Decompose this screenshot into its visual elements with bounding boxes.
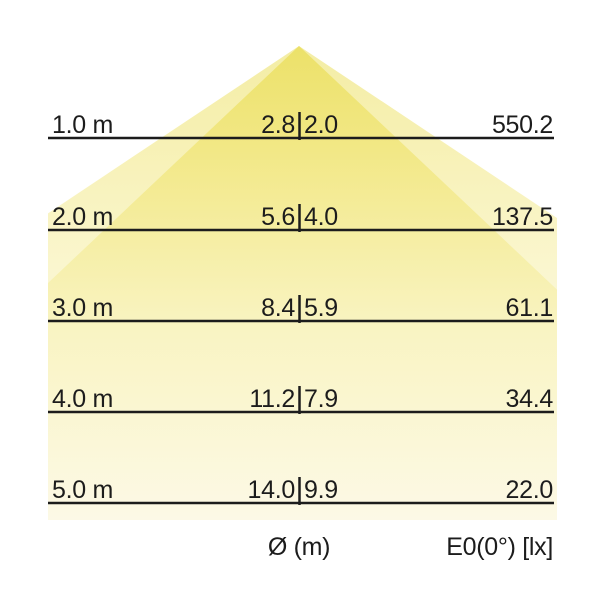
distance-label: 5.0 m bbox=[52, 476, 114, 504]
diameter-narrow-value: 9.9 bbox=[304, 476, 338, 504]
illuminance-value: 550.2 bbox=[491, 111, 553, 139]
diameter-narrow-value: 2.0 bbox=[304, 111, 338, 139]
diameter-narrow-value: 4.0 bbox=[304, 203, 338, 231]
distance-label: 1.0 m bbox=[52, 111, 114, 139]
distance-label: 2.0 m bbox=[52, 203, 114, 231]
illuminance-value: 137.5 bbox=[491, 203, 553, 231]
diameter-wide-value: 5.6 bbox=[261, 203, 295, 231]
diameter-axis-label: Ø (m) bbox=[267, 533, 331, 561]
inner-beam-cone bbox=[48, 46, 557, 520]
illuminance-value: 61.1 bbox=[505, 294, 554, 322]
diameter-wide-value: 14.0 bbox=[247, 476, 296, 504]
diameter-wide-value: 11.2 bbox=[249, 385, 295, 413]
diameter-narrow-value: 5.9 bbox=[304, 294, 338, 322]
distance-label: 3.0 m bbox=[52, 294, 114, 322]
distance-label: 4.0 m bbox=[52, 385, 114, 413]
diameter-wide-value: 8.4 bbox=[261, 294, 295, 322]
diameter-wide-value: 2.8 bbox=[261, 111, 295, 139]
diameter-narrow-value: 7.9 bbox=[304, 385, 338, 413]
illuminance-value: 22.0 bbox=[505, 476, 554, 504]
illuminance-value: 34.4 bbox=[505, 385, 554, 413]
illuminance-axis-label: E0(0°) [lx] bbox=[446, 533, 553, 561]
